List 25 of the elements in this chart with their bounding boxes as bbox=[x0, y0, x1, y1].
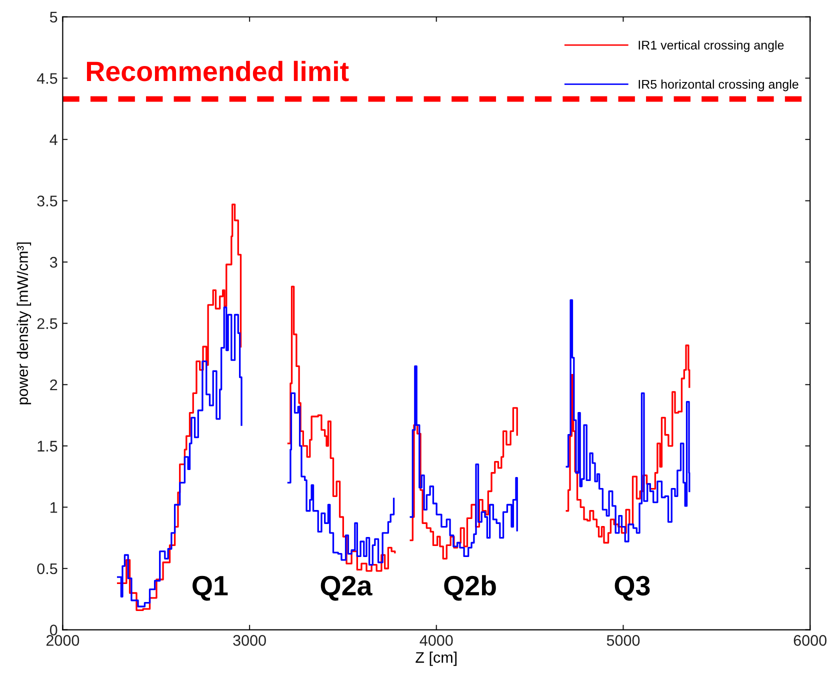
annotation: Q2a bbox=[320, 576, 372, 601]
y-tick-label: 1.5 bbox=[38, 440, 58, 452]
y-tick-label: 0.5 bbox=[37, 563, 58, 574]
y-tick-label: 3 bbox=[50, 256, 58, 268]
x-tick-label: 2000 bbox=[46, 635, 80, 646]
x-tick-label: 5000 bbox=[606, 635, 640, 646]
y-tick-label: 5 bbox=[50, 12, 58, 23]
y-tick-label: 0 bbox=[50, 624, 58, 636]
x-axis-title: Z [cm] bbox=[416, 652, 457, 666]
y-tick-label: 1 bbox=[50, 502, 58, 513]
x-tick-label: 3000 bbox=[233, 635, 266, 646]
legend-label: IR1 vertical crossing angle bbox=[638, 40, 784, 52]
x-tick-label: 6000 bbox=[794, 635, 826, 646]
annotation: Q1 bbox=[192, 576, 228, 601]
y-tick-label: 4 bbox=[50, 134, 58, 145]
y-tick-label: 4.5 bbox=[36, 73, 58, 84]
x-tick-label: 4000 bbox=[420, 635, 453, 646]
annotation: Q3 bbox=[614, 576, 650, 601]
y-tick-label: 2.5 bbox=[37, 318, 58, 330]
annotation: Q2b bbox=[444, 575, 496, 601]
ref-line-label: Recommended limit bbox=[86, 60, 349, 82]
y-tick-label: 2 bbox=[50, 379, 58, 390]
legend-label: IR5 horizontal crossing angle bbox=[638, 80, 798, 92]
y-axis-title: power density [mW/cm³] bbox=[16, 242, 32, 404]
y-tick-label: 3.5 bbox=[37, 196, 58, 206]
